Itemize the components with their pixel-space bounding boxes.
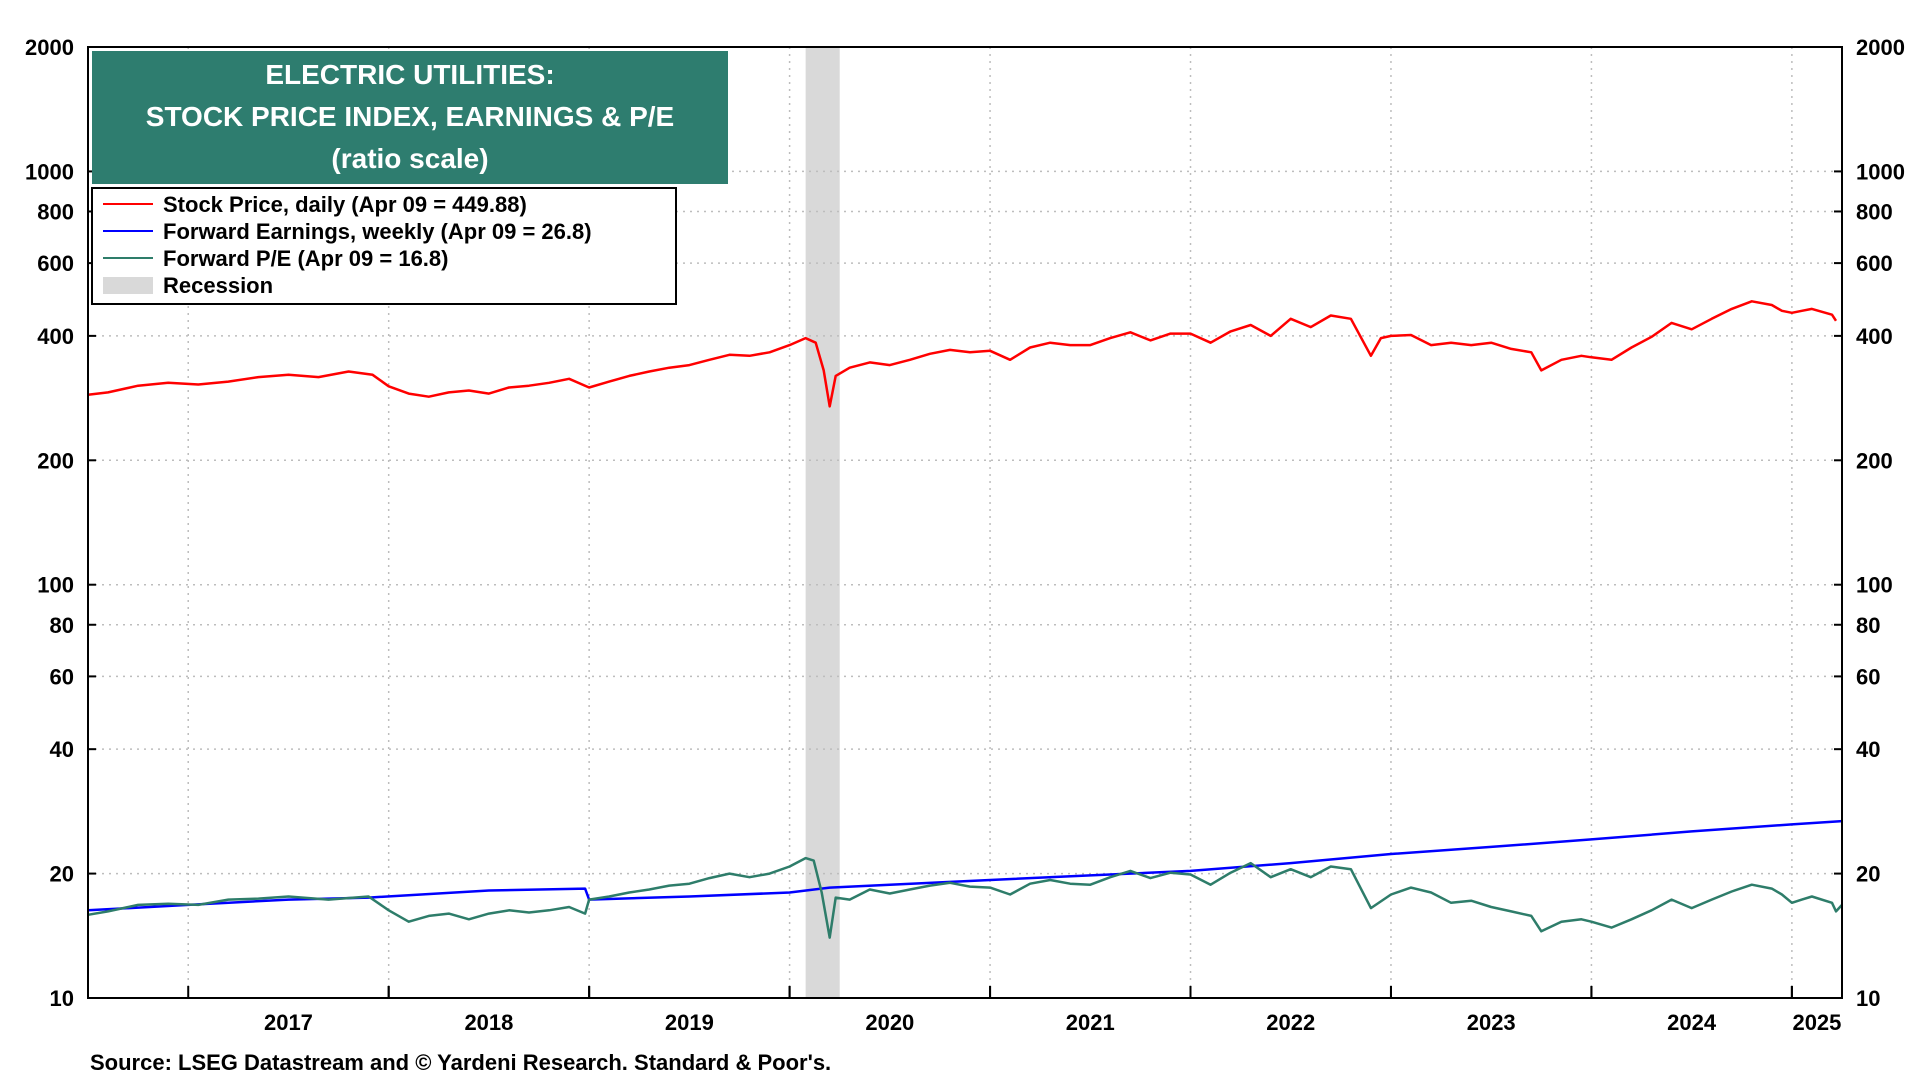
source-note: Source: LSEG Datastream and © Yardeni Re… xyxy=(90,1050,831,1075)
y-tick-label-left: 400 xyxy=(37,324,74,349)
y-tick-label-right: 400 xyxy=(1856,324,1893,349)
chart-title-line-3: (ratio scale) xyxy=(331,143,488,174)
legend: Stock Price, daily (Apr 09 = 449.88) For… xyxy=(91,187,677,305)
x-tick-label: 2024 xyxy=(1667,1010,1717,1035)
y-tick-label-right: 10 xyxy=(1856,986,1880,1011)
y-tick-label-right: 800 xyxy=(1856,199,1893,224)
legend-label-recession: Recession xyxy=(163,273,273,298)
x-tick-label: 2019 xyxy=(665,1010,714,1035)
y-tick-label-right: 60 xyxy=(1856,664,1880,689)
y-tick-label-left: 2000 xyxy=(25,35,74,60)
x-tick-label: 2020 xyxy=(865,1010,914,1035)
y-tick-label-right: 80 xyxy=(1856,613,1880,638)
x-axis: 2017 2018 2019 2020 2021 2022 2023 2024 2025 xyxy=(187,986,1841,1035)
y-tick-label-right: 100 xyxy=(1856,573,1893,598)
series-forward-pe-line xyxy=(87,856,1843,939)
y-axis-left: 10 20 40 60 80 100 200 400 600 800 1000 2000 xyxy=(25,35,96,1011)
x-tick-label: 2022 xyxy=(1266,1010,1315,1035)
legend-label-forward-pe: Forward P/E (Apr 09 = 16.8) xyxy=(163,246,448,271)
plot-frame xyxy=(87,46,1843,999)
y-tick-label-right: 200 xyxy=(1856,448,1893,473)
x-tick-label: 2023 xyxy=(1467,1010,1516,1035)
legend-swatch-recession xyxy=(103,277,153,294)
recession-band-layer xyxy=(805,47,840,998)
y-tick-label-left: 1000 xyxy=(25,159,74,184)
chart-title-line-1: ELECTRIC UTILITIES: xyxy=(265,59,554,90)
y-tick-label-right: 2000 xyxy=(1856,35,1905,60)
y-tick-label-left: 800 xyxy=(37,199,74,224)
y-tick-label-left: 20 xyxy=(50,862,74,887)
y-tick-label-left: 40 xyxy=(50,737,74,762)
title-box: ELECTRIC UTILITIES: STOCK PRICE INDEX, E… xyxy=(92,51,728,184)
y-tick-label-right: 1000 xyxy=(1856,159,1905,184)
x-tick-label: 2017 xyxy=(264,1010,313,1035)
y-tick-label-left: 600 xyxy=(37,251,74,276)
x-tick-label: 2025 xyxy=(1792,1010,1841,1035)
legend-label-stock-price: Stock Price, daily (Apr 09 = 449.88) xyxy=(163,192,527,217)
legend-label-forward-earnings: Forward Earnings, weekly (Apr 09 = 26.8) xyxy=(163,219,592,244)
y-tick-label-right: 40 xyxy=(1856,737,1880,762)
x-tick-label: 2018 xyxy=(464,1010,513,1035)
y-tick-label-left: 200 xyxy=(37,448,74,473)
chart-title-line-2: STOCK PRICE INDEX, EARNINGS & P/E xyxy=(146,101,674,132)
y-tick-label-right: 600 xyxy=(1856,251,1893,276)
y-tick-label-left: 80 xyxy=(50,613,74,638)
x-tick-label: 2021 xyxy=(1066,1010,1115,1035)
recession-band xyxy=(805,47,840,998)
series-layer xyxy=(87,300,1843,939)
grid-layer xyxy=(88,47,1842,998)
series-stock-price-line xyxy=(87,300,1838,408)
series-forward-earnings-line xyxy=(87,819,1843,912)
y-tick-label-left: 100 xyxy=(37,573,74,598)
y-tick-label-right: 20 xyxy=(1856,862,1880,887)
y-tick-label-left: 10 xyxy=(50,986,74,1011)
y-axis-right: 10 20 40 60 80 100 200 400 600 800 1000 2000 xyxy=(1834,35,1905,1011)
y-tick-label-left: 60 xyxy=(50,664,74,689)
